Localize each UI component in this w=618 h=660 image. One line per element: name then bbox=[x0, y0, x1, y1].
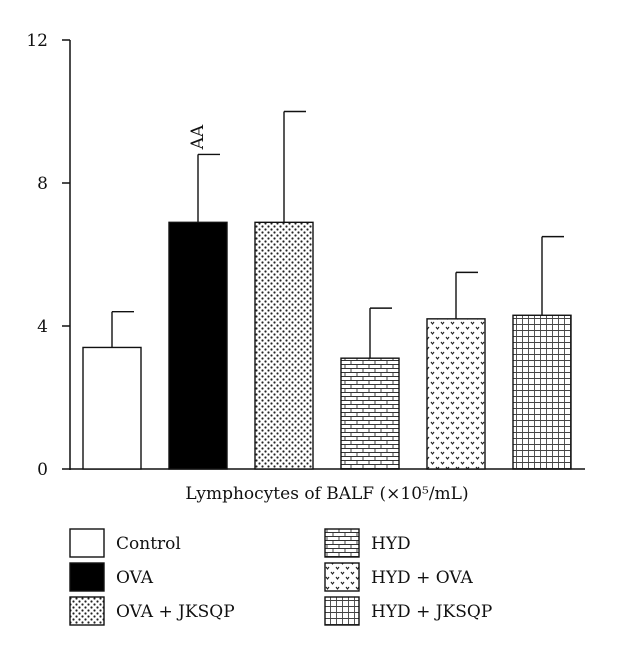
legend-swatch bbox=[324, 528, 360, 558]
legend-label: OVA bbox=[116, 568, 154, 588]
bar-hyd-jksqp bbox=[512, 314, 572, 470]
legend-swatch bbox=[324, 562, 360, 592]
x-axis-label: Lymphocytes of BALF (×10⁵/mL) bbox=[185, 484, 468, 504]
legend-label: Control bbox=[116, 534, 181, 554]
legend-swatch bbox=[69, 596, 105, 626]
legend-label: OVA + JKSQP bbox=[116, 602, 235, 622]
bar-ova-jksqp bbox=[254, 221, 314, 470]
error-bars bbox=[111, 110, 564, 359]
bar-hyd bbox=[340, 357, 400, 470]
y-tick-label: 4 bbox=[37, 317, 48, 337]
y-tick-label: 12 bbox=[26, 31, 48, 51]
bar-control bbox=[82, 346, 142, 470]
legend-label: HYD bbox=[371, 534, 411, 554]
significance-annotation: AA bbox=[188, 124, 208, 150]
y-tick-label: 8 bbox=[37, 174, 48, 194]
legend-swatch bbox=[69, 562, 105, 592]
bars bbox=[82, 221, 572, 470]
legend-swatch bbox=[324, 596, 360, 626]
legend-label: HYD + JKSQP bbox=[371, 602, 492, 622]
legend-label: HYD + OVA bbox=[371, 568, 473, 588]
bar-ova bbox=[168, 221, 228, 470]
y-ticks: 0 4 8 12 bbox=[26, 31, 70, 480]
y-tick-label: 0 bbox=[37, 460, 48, 480]
annotations: AA bbox=[188, 124, 208, 150]
legend-swatch bbox=[69, 528, 105, 558]
bar-hyd-ova bbox=[426, 318, 486, 470]
legend: Control OVA OVA + JKSQP HYD HYD + OVA HYD + J… bbox=[69, 528, 492, 626]
